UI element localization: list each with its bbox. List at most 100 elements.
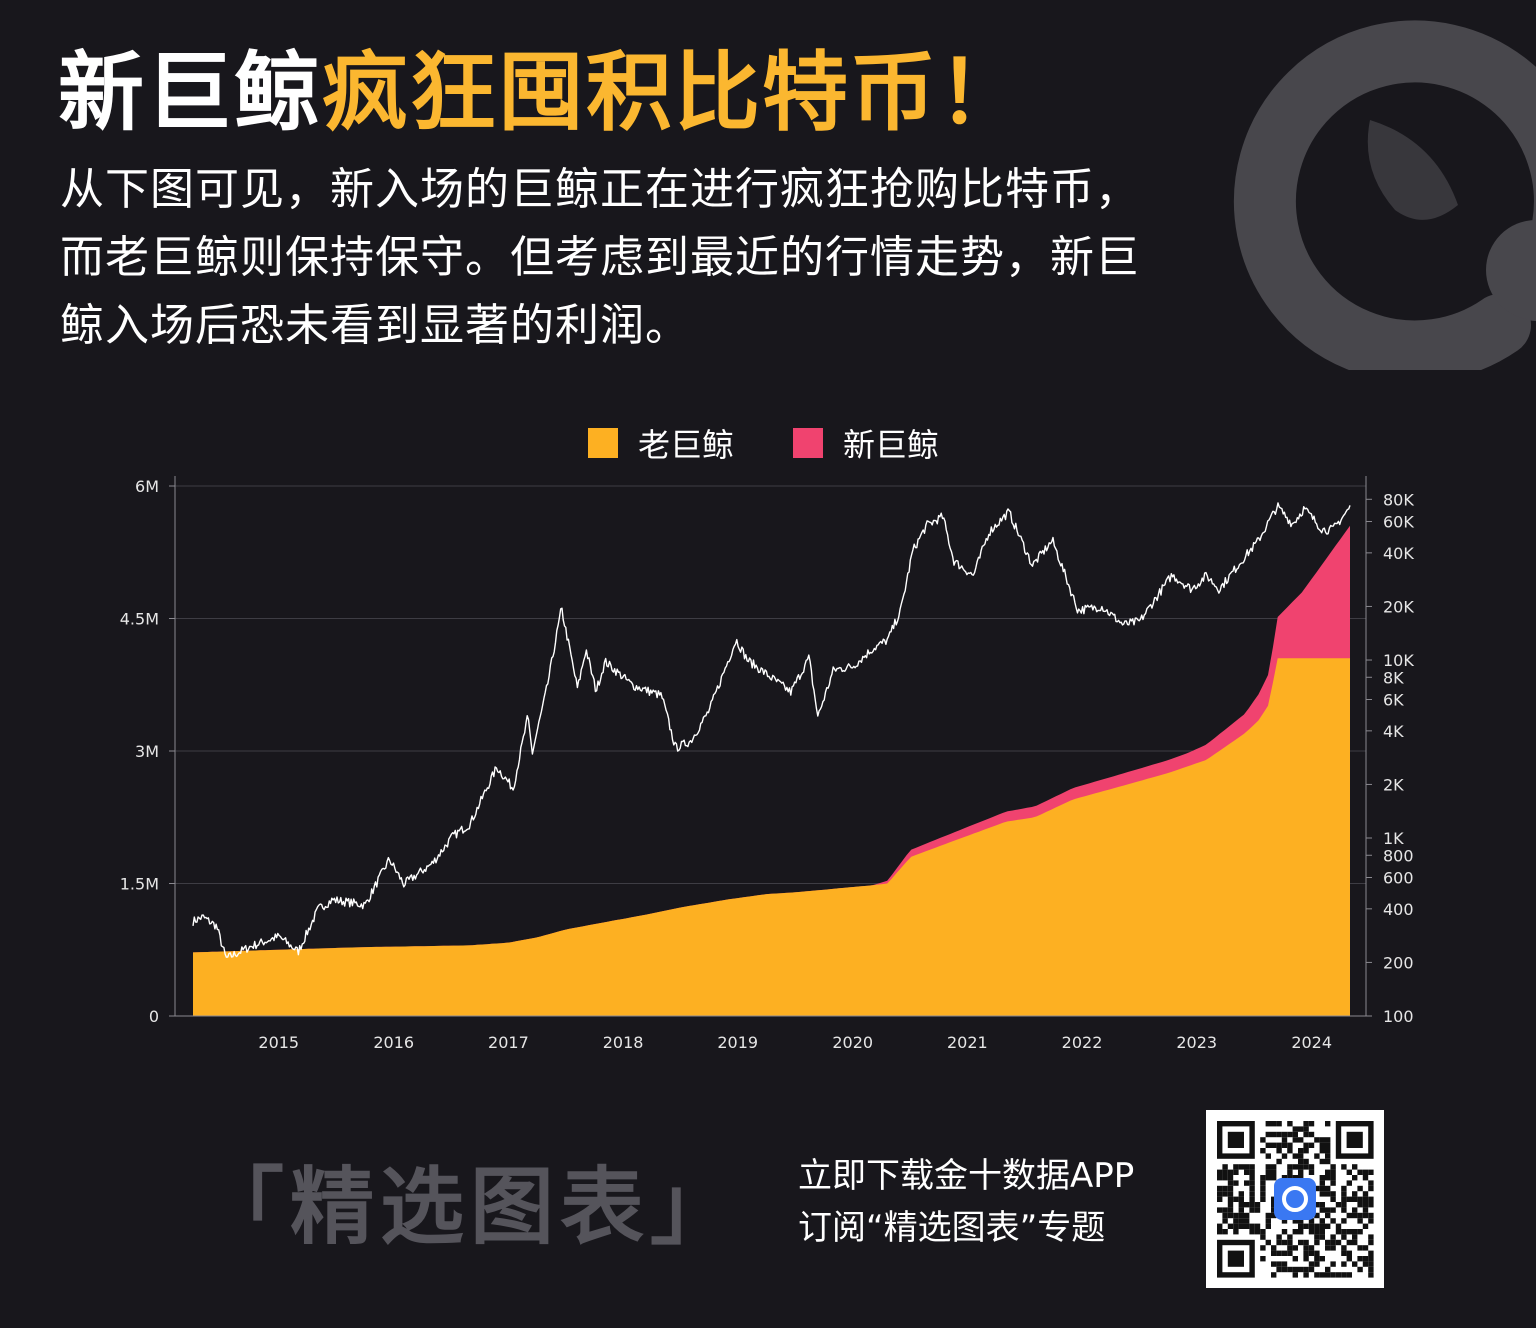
qr-module [1222, 1169, 1228, 1175]
qr-module [1325, 1158, 1331, 1165]
y-right-tick-label: 800 [1383, 846, 1414, 865]
qr-module [1368, 1218, 1374, 1224]
qr-module [1352, 1234, 1358, 1240]
qr-module [1238, 1196, 1244, 1202]
y-right-tick-label: 400 [1383, 900, 1414, 919]
qr-module [1271, 1142, 1277, 1148]
qr-module [1244, 1202, 1250, 1208]
qr-module [1368, 1196, 1374, 1202]
y-right-tick-label: 80K [1383, 490, 1414, 509]
qr-module [1308, 1142, 1315, 1148]
qr-module [1281, 1153, 1288, 1159]
qr-module [1319, 1229, 1325, 1235]
qr-module [1254, 1207, 1261, 1213]
qr-module [1271, 1212, 1277, 1219]
qr-module [1287, 1131, 1293, 1138]
qr-module [1244, 1212, 1250, 1219]
qr-module [1260, 1256, 1266, 1262]
qr-module [1319, 1142, 1325, 1148]
qr-module [1276, 1239, 1282, 1246]
qr-module [1249, 1223, 1255, 1229]
y-right-tick-label: 20K [1383, 597, 1414, 616]
qr-module [1362, 1245, 1369, 1251]
qr-module [1341, 1196, 1347, 1202]
qr-module [1281, 1229, 1288, 1235]
qr-module [1238, 1202, 1244, 1208]
qr-app-icon-ring [1282, 1186, 1308, 1212]
qr-module [1319, 1218, 1325, 1224]
download-cta[interactable]: 立即下载金十数据APP 订阅“精选图表”专题 [798, 1150, 1134, 1254]
qr-module [1325, 1207, 1331, 1213]
qr-module [1341, 1207, 1347, 1213]
legend: 老巨鲸 新巨鲸 [588, 426, 939, 464]
y-left-tick-label: 6M [135, 477, 159, 496]
qr-module [1227, 1191, 1234, 1197]
qr-code-icon[interactable] [1206, 1110, 1384, 1288]
qr-module [1303, 1223, 1309, 1229]
qr-module [1265, 1223, 1271, 1229]
qr-module [1335, 1229, 1342, 1235]
areas [193, 525, 1350, 1016]
qr-module [1357, 1256, 1363, 1262]
qr-module [1238, 1191, 1244, 1197]
qr-module [1233, 1229, 1239, 1235]
qr-module [1314, 1272, 1320, 1278]
x-tick-label: 2016 [373, 1033, 414, 1052]
qr-module [1271, 1169, 1277, 1175]
qr-module [1314, 1185, 1320, 1192]
qr-module [1314, 1234, 1320, 1240]
qr-module [1287, 1142, 1293, 1148]
qr-module [1303, 1121, 1309, 1127]
qr-module [1281, 1261, 1288, 1267]
qr-module [1265, 1142, 1271, 1148]
qr-module [1287, 1121, 1293, 1127]
y-left-tick-label: 3M [135, 742, 159, 761]
x-tick-label: 2018 [603, 1033, 644, 1052]
qr-module [1271, 1175, 1277, 1181]
qr-module [1352, 1164, 1358, 1170]
qr-module [1238, 1223, 1244, 1229]
qr-module [1368, 1185, 1374, 1192]
qr-module [1227, 1207, 1234, 1213]
qr-module [1287, 1175, 1293, 1181]
qr-module [1265, 1121, 1271, 1127]
qr-module [1308, 1245, 1315, 1251]
qr-module [1368, 1250, 1374, 1256]
qr-module [1271, 1261, 1277, 1267]
qr-module [1260, 1191, 1266, 1197]
x-tick-label: 2024 [1291, 1033, 1332, 1052]
y-right-tick-label: 40K [1383, 544, 1414, 563]
qr-module [1222, 1229, 1228, 1235]
qr-module [1271, 1272, 1277, 1278]
qr-module [1308, 1250, 1315, 1256]
qr-module [1303, 1239, 1309, 1246]
qr-module [1314, 1223, 1320, 1229]
qr-module [1368, 1234, 1374, 1240]
qr-module [1352, 1229, 1358, 1235]
qr-module [1249, 1185, 1255, 1192]
qr-module [1222, 1207, 1228, 1213]
qr-module [1249, 1229, 1255, 1235]
qr-module [1341, 1218, 1347, 1224]
qr-module [1276, 1250, 1282, 1256]
x-tick-label: 2021 [947, 1033, 988, 1052]
qr-module [1303, 1158, 1309, 1165]
qr-module [1244, 1180, 1250, 1186]
qr-module [1303, 1148, 1309, 1154]
headline-white: 新巨鲸 [58, 43, 322, 143]
qr-module [1244, 1164, 1250, 1170]
qr-module [1314, 1239, 1320, 1246]
qr-module [1325, 1153, 1331, 1159]
area-old-whale [193, 658, 1350, 1016]
qr-module [1227, 1223, 1234, 1229]
qr-module [1292, 1131, 1298, 1138]
qr-app-icon [1274, 1178, 1316, 1220]
qr-module [1346, 1196, 1352, 1202]
qr-module [1276, 1266, 1282, 1273]
qr-module [1330, 1191, 1336, 1197]
qr-module [1357, 1218, 1363, 1224]
qr-module [1217, 1185, 1223, 1192]
qr-module [1281, 1239, 1288, 1246]
qr-module [1292, 1256, 1298, 1262]
